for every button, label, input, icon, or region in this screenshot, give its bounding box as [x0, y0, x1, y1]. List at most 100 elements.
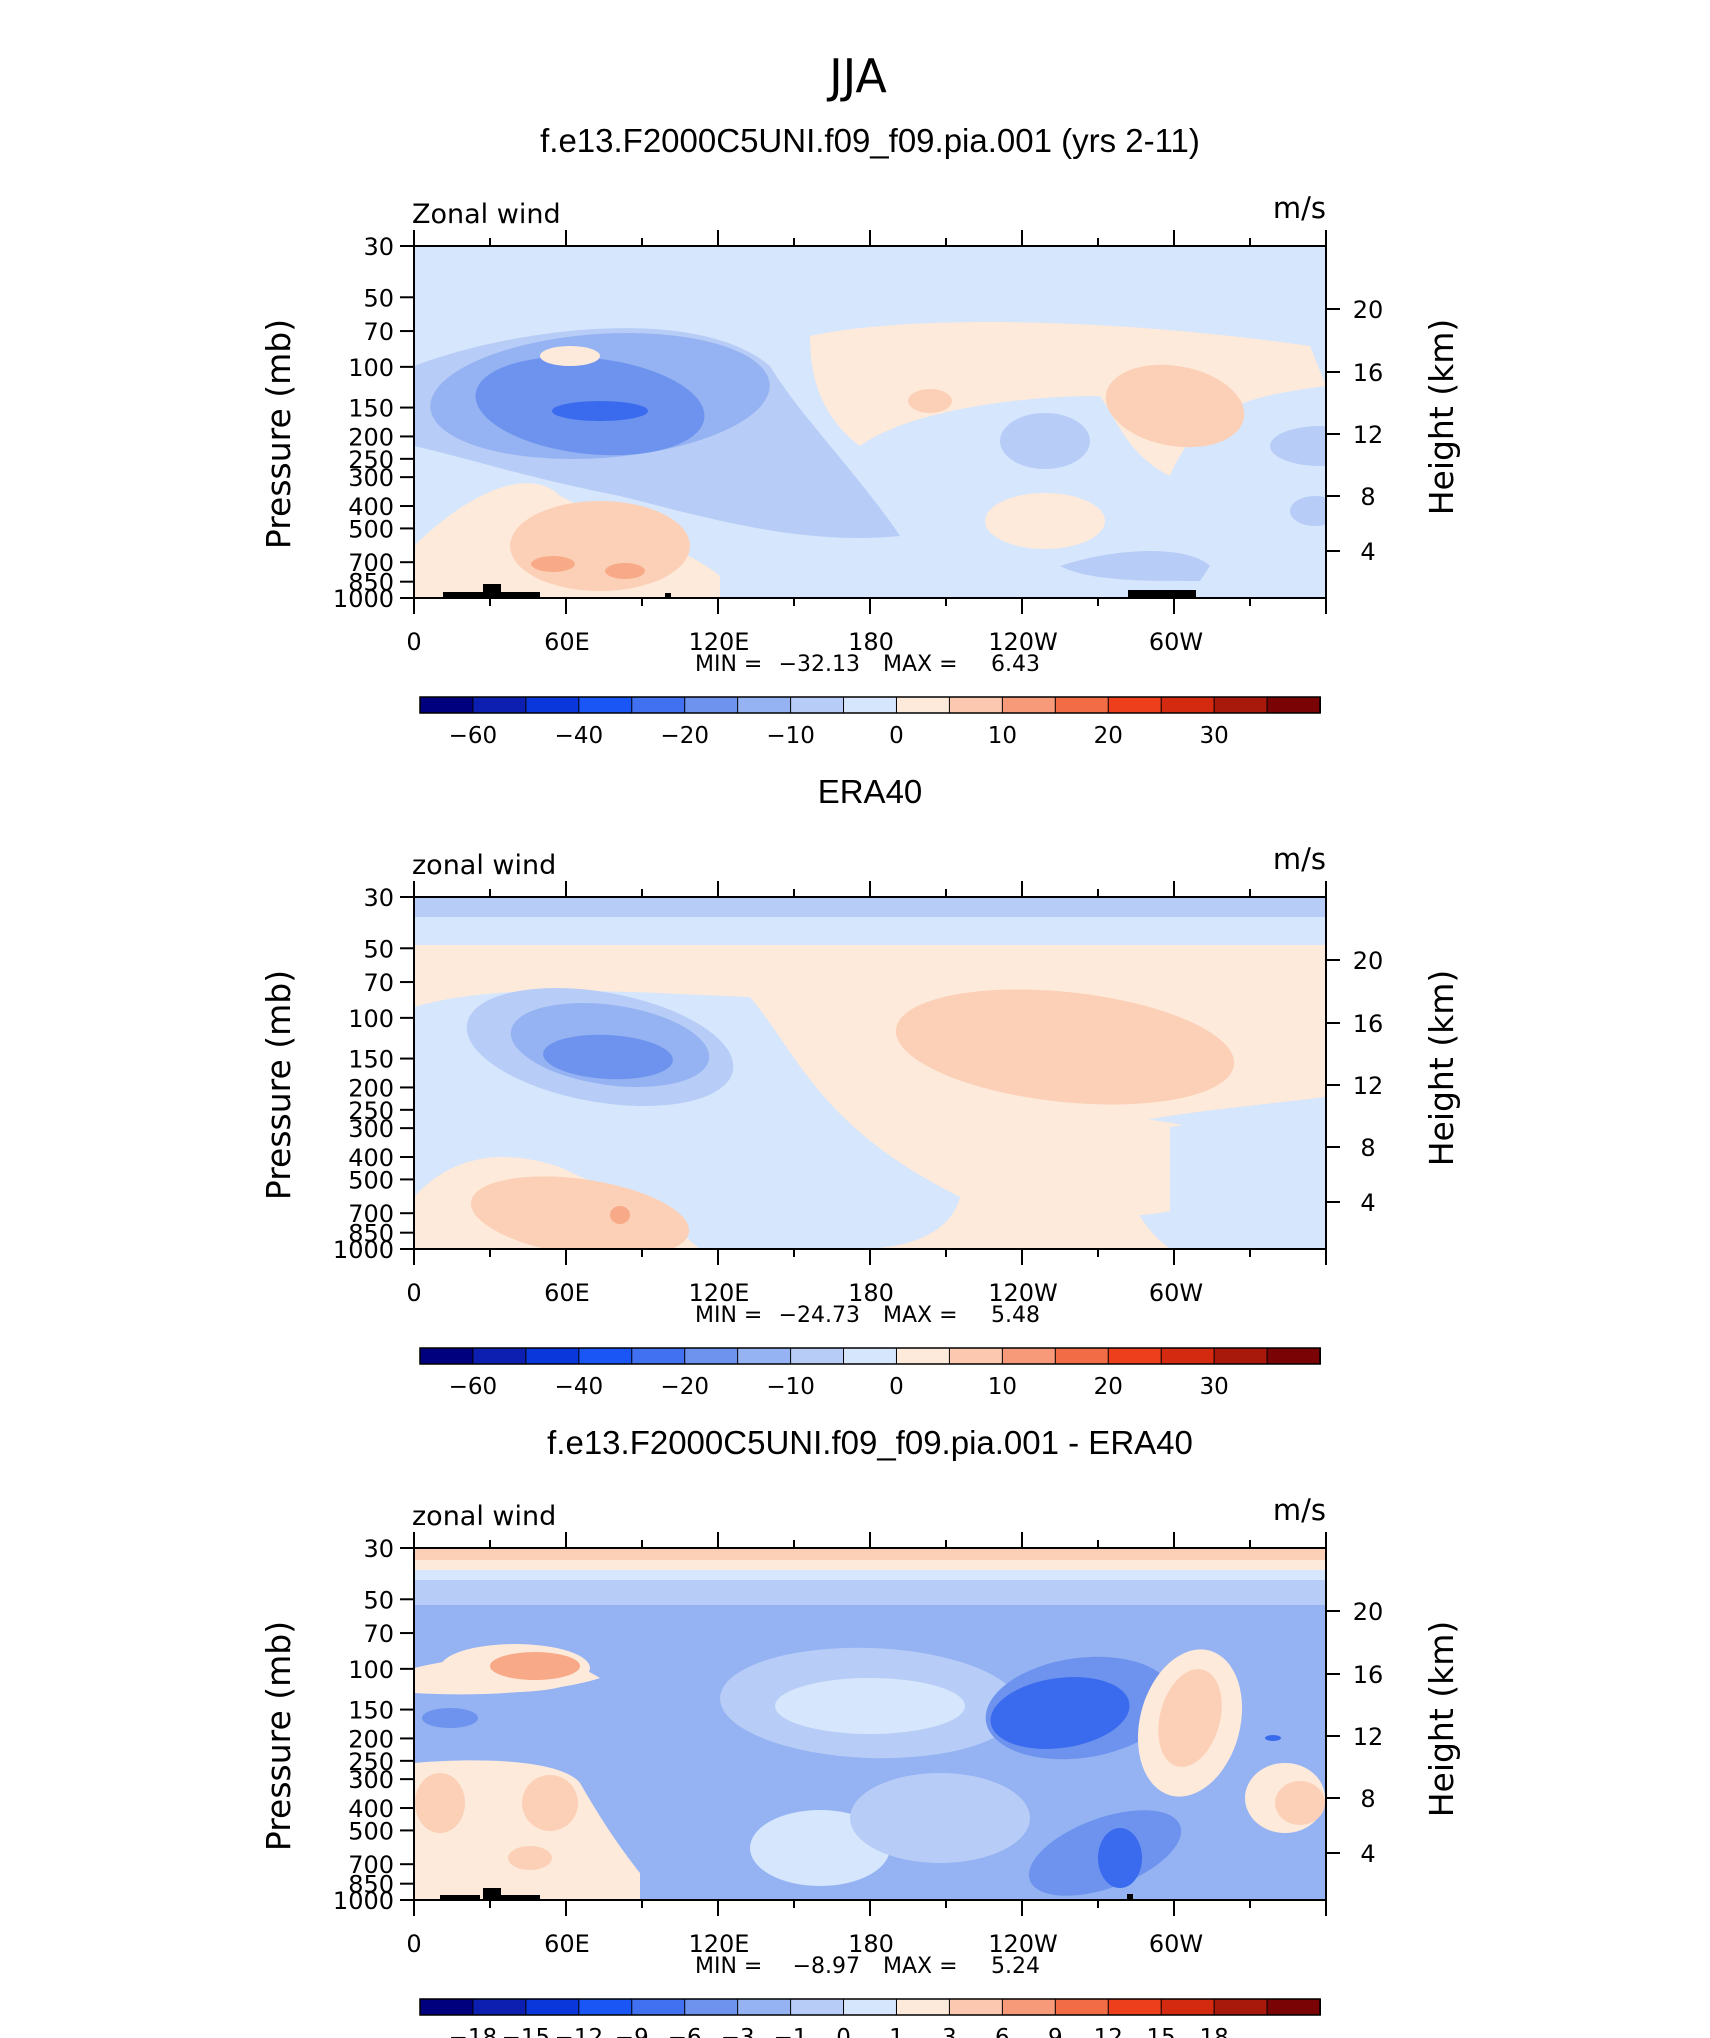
pressure-tick-label: 200	[348, 1074, 394, 1102]
max-value: 6.43	[991, 652, 1040, 677]
fill-east-warm-core	[1158, 1669, 1222, 1767]
height-tick-label: 12	[1353, 421, 1384, 449]
x-tick-label: 120W	[988, 1279, 1058, 1307]
pressure-tick-label: 850	[348, 1220, 394, 1248]
pressure-tick-label: 70	[363, 318, 394, 346]
colorbar-box	[1001, 1347, 1057, 1365]
colorbar-label: 18	[1199, 2025, 1228, 2038]
colorbar-box	[737, 696, 792, 714]
topography-block	[443, 592, 483, 598]
colorbar-label: −40	[555, 723, 604, 749]
fill-lower-warm	[985, 493, 1105, 549]
colorbar-box	[631, 696, 686, 714]
colorbar-box	[525, 696, 580, 714]
pressure-tick-label: 70	[363, 969, 394, 997]
height-tick-label: 16	[1353, 359, 1384, 387]
colorbar-label: 15	[1147, 2025, 1176, 2038]
colorbar-box	[525, 1998, 580, 2016]
colorbar: −60 −40 −20 −10 0 10 20 30	[419, 696, 1322, 749]
max-value: 5.48	[991, 1303, 1040, 1328]
colorbar-label: −6	[668, 2025, 702, 2038]
pressure-tick-label: 100	[348, 354, 394, 382]
pressure-tick-label: 100	[348, 1005, 394, 1033]
height-tick-label: 16	[1353, 1661, 1384, 1689]
colorbar-frame	[419, 1347, 1321, 1365]
colorbar-label: 30	[1199, 1374, 1228, 1400]
fill-lower-warm-c	[508, 1846, 552, 1870]
height-tick-label: 4	[1360, 1840, 1375, 1868]
colorbar-label: −60	[449, 723, 498, 749]
colorbar-label: 0	[889, 1374, 904, 1400]
max-label: MAX =	[883, 1303, 958, 1328]
min-label: MIN =	[695, 1954, 762, 1979]
colorbar-box	[1213, 696, 1269, 714]
max-label: MAX =	[883, 652, 958, 677]
min-value: −24.73	[779, 1303, 860, 1328]
pressure-tick-label: 500	[348, 515, 394, 543]
colorbar-box	[419, 1347, 474, 1365]
pressure-tick-label: 30	[363, 1535, 394, 1563]
colorbar-box	[1266, 1347, 1322, 1365]
fill-top-cool	[414, 1570, 1326, 1580]
colorbar-box	[895, 1998, 951, 2016]
pressure-tick-label: 500	[348, 1817, 394, 1845]
topography-block	[1128, 590, 1196, 598]
pressure-tick-label: 70	[363, 1620, 394, 1648]
max-label: MAX =	[883, 1954, 958, 1979]
x-tick-label: 120E	[689, 628, 750, 656]
topography-block	[500, 1895, 540, 1900]
colorbar-box	[948, 1347, 1004, 1365]
colorbar-box	[1266, 696, 1322, 714]
fill-edge-warm-core	[1275, 1781, 1325, 1825]
height-tick-label: 12	[1353, 1072, 1384, 1100]
colorbar-box	[419, 696, 474, 714]
pressure-tick-label: 850	[348, 569, 394, 597]
fill-west-deep	[422, 1708, 478, 1728]
colorbar-box	[1160, 696, 1216, 714]
colorbar-frame	[419, 696, 1321, 714]
pressure-tick-label: 400	[348, 1144, 394, 1172]
colorbar-frame	[419, 1998, 1321, 2016]
x-tick-label: 60E	[544, 1930, 590, 1958]
x-tick-label: 60W	[1149, 1279, 1203, 1307]
x-tick-label: 120W	[988, 1930, 1058, 1958]
variable-label: Zonal wind	[412, 199, 561, 230]
pressure-tick-label: 400	[348, 493, 394, 521]
contour-fills	[414, 897, 1326, 1249]
colorbar-box	[790, 696, 845, 714]
fill-thin-warm	[530, 946, 710, 958]
pressure-tick-label: 150	[348, 395, 394, 423]
contour-fills	[414, 246, 1326, 598]
pressure-tick-label: 30	[363, 233, 394, 261]
topography-block	[483, 1888, 501, 1900]
colorbar-box	[790, 1347, 845, 1365]
colorbar-label: 30	[1199, 723, 1228, 749]
colorbar-label: −20	[660, 723, 709, 749]
units-label: m/s	[1273, 842, 1326, 876]
colorbar-label: −60	[449, 1374, 498, 1400]
colorbar-box	[578, 1347, 633, 1365]
pressure-tick-label: 50	[363, 1586, 394, 1614]
colorbar-label: −12	[555, 2025, 604, 2038]
panel-title: f.e13.F2000C5UNI.f09_f09.pia.001 - ERA40	[547, 1424, 1193, 1461]
colorbar-box	[1213, 1347, 1269, 1365]
colorbar-box	[1160, 1347, 1216, 1365]
variable-label: zonal wind	[412, 850, 556, 881]
colorbar-box	[1001, 1998, 1057, 2016]
contour-fills	[414, 1548, 1326, 1900]
pressure-tick-label: 400	[348, 1795, 394, 1823]
colorbar-label: −15	[502, 2025, 551, 2038]
x-tick-label: 60W	[1149, 628, 1203, 656]
x-tick-label: 0	[406, 628, 421, 656]
pressure-tick-label: 850	[348, 1871, 394, 1899]
colorbar-label: 10	[988, 723, 1017, 749]
colorbar-box	[1266, 1998, 1322, 2016]
colorbar-box	[1160, 1998, 1216, 2016]
colorbar-box	[1054, 1347, 1110, 1365]
colorbar-label: 20	[1094, 723, 1123, 749]
fill-strat-band	[414, 897, 1326, 917]
fill-lower-warm-a	[415, 1773, 465, 1833]
colorbar-box	[631, 1347, 686, 1365]
topography-block	[483, 584, 501, 598]
